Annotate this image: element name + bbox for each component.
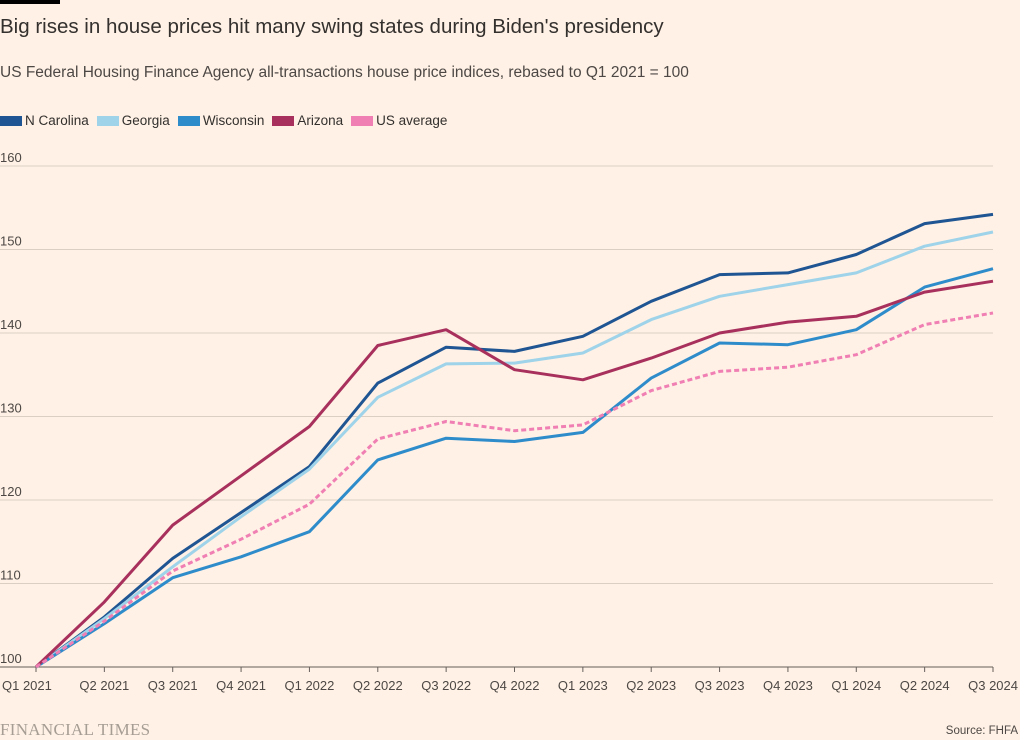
legend-item-arizona: Arizona [272,113,343,128]
y-tick-label: 110 [0,568,21,583]
y-tick-label: 140 [0,317,22,332]
legend-item-n-carolina: N Carolina [0,113,89,128]
legend-item-us-average: US average [351,113,447,128]
legend-label: Wisconsin [202,113,265,128]
legend-item-wisconsin: Wisconsin [177,113,265,128]
y-tick-label: 160 [0,150,22,165]
legend-item-georgia: Georgia [96,113,170,128]
legend-swatch [351,115,374,126]
series-line-georgia [35,230,994,669]
chart-legend: N Carolina Georgia Wisconsin Arizona US aver… [0,113,455,128]
legend-label: US average [376,113,448,128]
y-tick-label: 130 [0,401,22,416]
x-tick-label: Q2 2023 [626,678,676,693]
source-note: Source: FHFA [945,725,1018,737]
ft-logo: FINANCIAL TIMES [0,720,151,739]
legend-swatch [0,115,22,126]
x-tick-label: Q4 2021 [216,678,266,693]
series-line-arizona [34,279,994,669]
x-tick-label: Q1 2022 [284,678,334,693]
legend-label: Arizona [297,113,344,128]
x-tick-label: Q2 2024 [900,678,950,693]
x-tick-label: Q1 2021 [2,678,52,693]
x-tick-label: Q3 2022 [421,678,471,693]
x-tick-label: Q2 2021 [79,678,129,693]
x-tick-label: Q1 2024 [831,678,881,693]
y-tick-label: 100 [0,651,22,666]
legend-swatch [96,115,119,126]
x-tick-label: Q1 2023 [558,678,608,693]
chart-title: Big rises in house prices hit many swing… [0,15,664,38]
y-tick-label: 120 [0,484,22,499]
x-tick-label: Q3 2024 [968,678,1018,693]
x-tick-label: Q2 2022 [353,678,403,693]
x-tick-label: Q4 2022 [490,678,540,693]
legend-label: Georgia [121,113,170,128]
x-tick-label: Q3 2023 [695,678,745,693]
series-line-wisconsin [35,267,994,669]
legend-label: N Carolina [25,113,89,128]
chart-subtitle: US Federal Housing Finance Agency all-tr… [0,64,689,81]
series-line-us-average [35,311,994,669]
brand-bar [0,0,60,4]
y-tick-label: 150 [0,234,22,249]
legend-swatch [177,115,200,126]
legend-swatch [272,115,295,126]
series-line-n-carolina [35,212,994,669]
line-chart: 100 110 120 130 140 150 160 Q1 2021 Q2 2021 Q3 20… [0,150,1018,693]
x-tick-label: Q3 2021 [148,678,198,693]
x-tick-label: Q4 2023 [763,678,813,693]
